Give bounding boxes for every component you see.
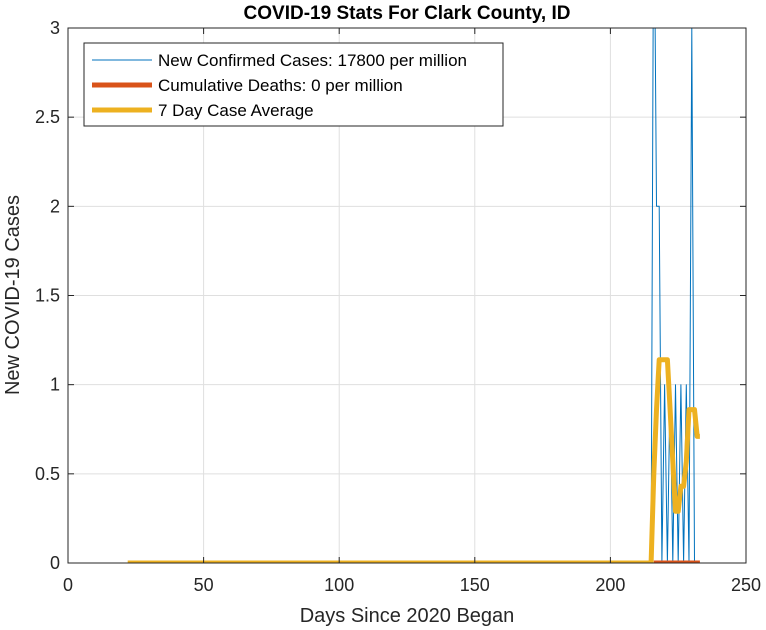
x-tick-label: 100 bbox=[324, 575, 354, 595]
x-axis-label: Days Since 2020 Began bbox=[300, 605, 515, 627]
legend-box bbox=[83, 42, 504, 127]
legend: New Confirmed Cases: 17800 per million C… bbox=[83, 42, 504, 127]
y-tick-label: 0 bbox=[50, 553, 60, 573]
y-tick-label: 3 bbox=[50, 18, 60, 38]
y-tick-label: 0.5 bbox=[35, 464, 60, 484]
x-tick-label: 250 bbox=[731, 575, 761, 595]
legend-label-cumulative-deaths: Cumulative Deaths: 0 per million bbox=[158, 76, 403, 95]
series-line-7-day-average bbox=[127, 357, 700, 563]
gridlines bbox=[68, 28, 746, 563]
y-tick-label: 2 bbox=[50, 196, 60, 216]
x-tick-label: 200 bbox=[595, 575, 625, 595]
series-lines bbox=[127, 28, 700, 563]
legend-label-new-cases: New Confirmed Cases: 17800 per million bbox=[158, 51, 467, 70]
x-tick-label: 50 bbox=[194, 575, 214, 595]
x-tick-label: 0 bbox=[63, 575, 73, 595]
chart-title: COVID-19 Stats For Clark County, ID bbox=[244, 3, 571, 24]
y-tick-label: 2.5 bbox=[35, 107, 60, 127]
y-tick-label: 1.5 bbox=[35, 286, 60, 306]
axis-ticks: 0 50 100 150 200 250 0 0.5 1 1.5 2 2.5 3 bbox=[35, 18, 761, 595]
x-tick-label: 150 bbox=[460, 575, 490, 595]
y-axis-label: New COVID-19 Cases bbox=[2, 195, 24, 395]
legend-label-7-day-average: 7 Day Case Average bbox=[158, 101, 314, 120]
y-tick-label: 1 bbox=[50, 375, 60, 395]
